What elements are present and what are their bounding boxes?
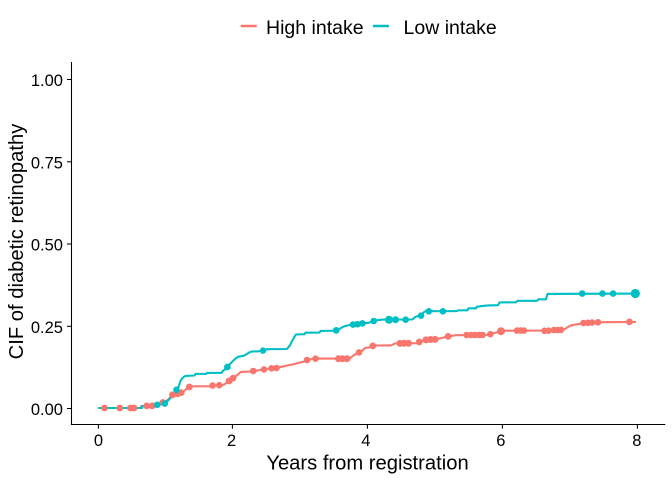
svg-text:6: 6 (496, 432, 505, 450)
svg-text:0.50: 0.50 (31, 237, 63, 255)
svg-text:0.00: 0.00 (31, 401, 63, 419)
svg-text:0: 0 (94, 432, 103, 450)
svg-text:4: 4 (361, 432, 370, 450)
svg-text:2: 2 (227, 432, 236, 450)
svg-text:Years from registration: Years from registration (266, 452, 468, 474)
svg-text:CIF of diabetic retinopathy: CIF of diabetic retinopathy (6, 123, 28, 360)
svg-text:0.75: 0.75 (31, 154, 63, 172)
svg-text:High intake: High intake (266, 17, 364, 39)
svg-text:8: 8 (632, 432, 641, 450)
svg-text:0.25: 0.25 (31, 319, 63, 337)
svg-text:Low intake: Low intake (404, 17, 497, 39)
svg-text:1.00: 1.00 (31, 72, 63, 90)
